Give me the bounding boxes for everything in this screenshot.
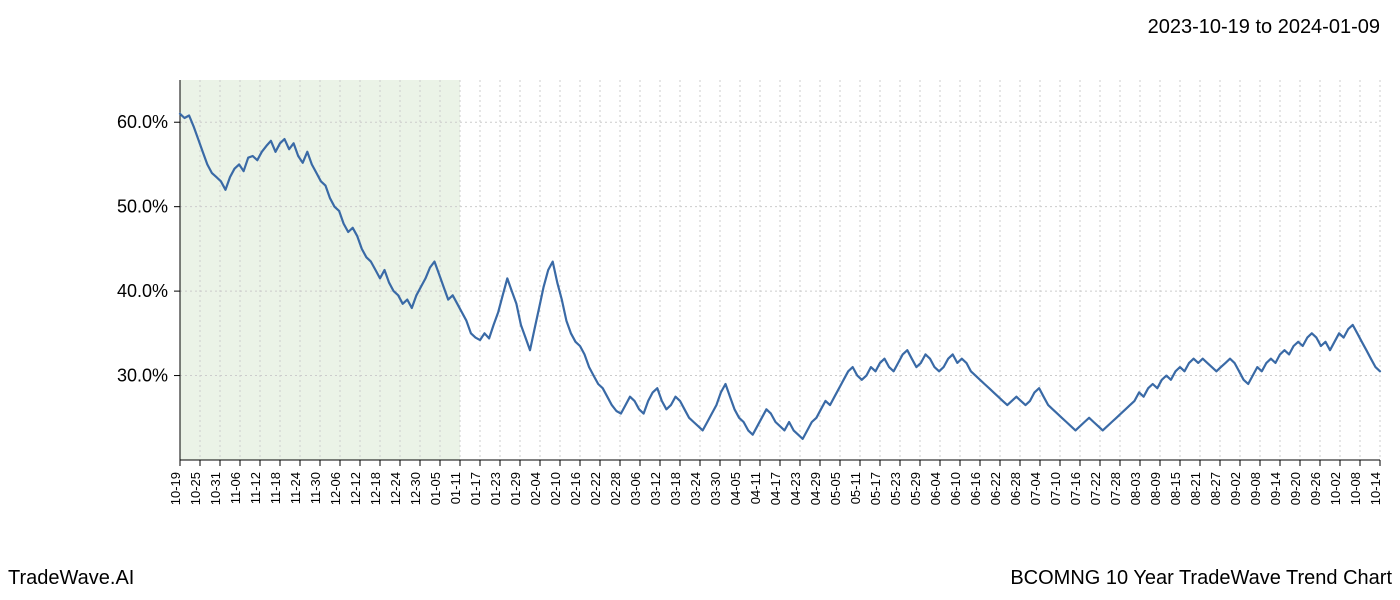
x-tick-label: 11-06 (228, 472, 243, 504)
x-tick-label: 05-11 (848, 472, 863, 504)
x-tick-label: 01-05 (428, 472, 443, 505)
x-tick-label: 06-28 (1008, 472, 1023, 505)
x-tick-label: 02-22 (588, 472, 603, 505)
x-tick-label: 12-06 (328, 472, 343, 505)
x-tick-label: 11-30 (308, 472, 323, 504)
footer-title: BCOMNG 10 Year TradeWave Trend Chart (1010, 567, 1392, 590)
x-tick-label: 04-05 (728, 472, 743, 505)
y-tick-label: 50.0% (117, 197, 168, 217)
x-tick-label: 10-19 (168, 472, 183, 505)
x-tick-label: 10-08 (1348, 472, 1363, 505)
x-tick-label: 05-23 (888, 472, 903, 505)
x-tick-label: 07-22 (1088, 472, 1103, 505)
x-tick-label: 10-31 (208, 472, 223, 505)
x-tick-label: 03-30 (708, 472, 723, 505)
x-tick-label: 08-27 (1208, 472, 1223, 505)
x-tick-label: 02-10 (548, 472, 563, 505)
x-tick-label: 10-14 (1368, 472, 1383, 505)
x-tick-label: 07-10 (1048, 472, 1063, 505)
x-tick-label: 01-23 (488, 472, 503, 505)
x-tick-label: 10-02 (1328, 472, 1343, 505)
x-tick-label: 10-25 (188, 472, 203, 505)
x-tick-label: 03-24 (688, 472, 703, 505)
x-tick-label: 07-04 (1028, 472, 1043, 505)
x-tick-label: 08-03 (1128, 472, 1143, 505)
x-tick-label: 05-29 (908, 472, 923, 505)
x-tick-label: 07-28 (1108, 472, 1123, 505)
x-tick-label: 03-12 (648, 472, 663, 505)
x-tick-label: 03-18 (668, 472, 683, 505)
x-tick-label: 04-23 (788, 472, 803, 505)
x-tick-label: 09-08 (1248, 472, 1263, 505)
x-tick-label: 04-17 (768, 472, 783, 505)
x-tick-label: 11-24 (288, 472, 303, 504)
x-tick-label: 08-09 (1148, 472, 1163, 505)
x-tick-label: 06-22 (988, 472, 1003, 505)
x-tick-label: 09-02 (1228, 472, 1243, 505)
x-tick-label: 08-15 (1168, 472, 1183, 505)
x-tick-label: 02-04 (528, 472, 543, 505)
x-tick-label: 03-06 (628, 472, 643, 505)
x-tick-label: 11-12 (248, 472, 263, 504)
x-tick-label: 05-05 (828, 472, 843, 505)
x-tick-label: 12-30 (408, 472, 423, 505)
x-tick-label: 08-21 (1188, 472, 1203, 505)
y-tick-label: 60.0% (117, 112, 168, 132)
x-tick-label: 09-20 (1288, 472, 1303, 505)
x-tick-label: 01-11 (448, 472, 463, 504)
y-tick-label: 30.0% (117, 366, 168, 386)
x-tick-label: 01-29 (508, 472, 523, 505)
x-tick-label: 12-24 (388, 472, 403, 505)
x-tick-label: 06-16 (968, 472, 983, 505)
x-tick-label: 06-10 (948, 472, 963, 505)
x-tick-label: 09-14 (1268, 472, 1283, 505)
x-tick-label: 09-26 (1308, 472, 1323, 505)
x-tick-label: 01-17 (468, 472, 483, 505)
x-tick-label: 05-17 (868, 472, 883, 505)
x-tick-label: 02-28 (608, 472, 623, 505)
y-tick-label: 40.0% (117, 281, 168, 301)
date-range-label: 2023-10-19 to 2024-01-09 (1148, 16, 1380, 39)
x-tick-label: 04-29 (808, 472, 823, 505)
trend-chart: 30.0% 40.0% 50.0% 60.0% 10-19 10-25 10-31 11-06… (0, 60, 1400, 540)
x-tick-label: 06-04 (928, 472, 943, 505)
x-tick-label: 04-11 (748, 472, 763, 504)
x-tick-label: 07-16 (1068, 472, 1083, 505)
x-tick-label: 02-16 (568, 472, 583, 505)
x-tick-label: 11-18 (268, 472, 283, 504)
footer-brand: TradeWave.AI (8, 567, 134, 590)
x-tick-label: 12-12 (348, 472, 363, 505)
x-tick-label: 12-18 (368, 472, 383, 505)
chart-svg: 30.0% 40.0% 50.0% 60.0% 10-19 10-25 10-31 11-06… (0, 60, 1400, 540)
